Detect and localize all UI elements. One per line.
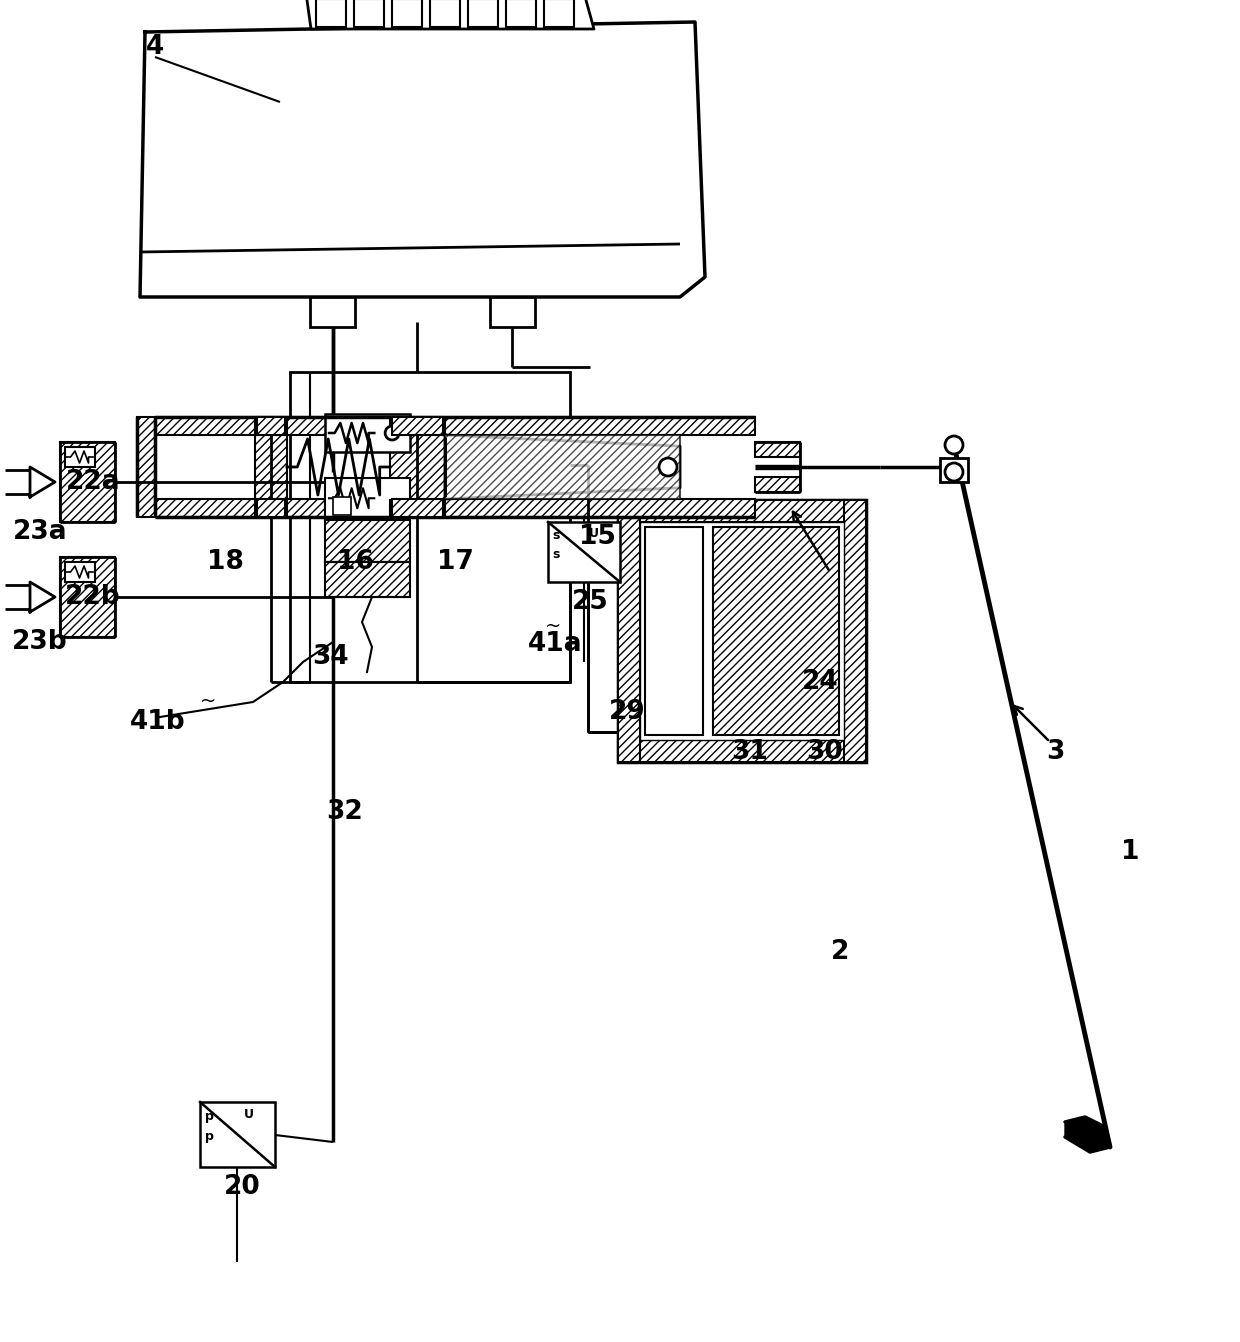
Text: 34: 34	[311, 644, 348, 670]
Bar	[490, 297, 534, 327]
Text: 31: 31	[732, 739, 769, 765]
Text: 23b: 23b	[12, 629, 68, 655]
Text: 4: 4	[146, 34, 164, 60]
Circle shape	[386, 425, 399, 440]
Polygon shape	[1065, 1117, 1110, 1151]
Bar	[325, 413, 410, 452]
Text: s: s	[552, 529, 559, 542]
Bar	[257, 499, 285, 517]
Bar	[64, 447, 95, 467]
Bar	[325, 519, 410, 562]
Text: ~: ~	[546, 617, 562, 636]
Polygon shape	[140, 21, 706, 297]
Bar	[844, 501, 866, 762]
Bar	[940, 458, 968, 482]
Text: 22a: 22a	[66, 468, 120, 495]
Text: p: p	[205, 1110, 213, 1123]
Bar	[618, 739, 866, 762]
Bar	[430, 0, 460, 27]
Bar	[353, 0, 384, 27]
Circle shape	[945, 463, 963, 480]
Text: p: p	[205, 1130, 213, 1142]
Bar	[467, 0, 498, 27]
Bar	[316, 0, 346, 27]
Text: 16: 16	[336, 549, 373, 574]
Text: 15: 15	[579, 523, 615, 550]
Bar	[506, 0, 536, 27]
Text: U: U	[589, 527, 599, 539]
Polygon shape	[445, 435, 680, 499]
Bar	[155, 499, 755, 517]
Bar	[60, 557, 115, 637]
Text: 22b: 22b	[66, 584, 120, 611]
Bar	[392, 499, 443, 517]
Text: 3: 3	[1045, 739, 1064, 765]
Polygon shape	[30, 582, 55, 612]
Text: 24: 24	[802, 670, 838, 695]
Bar	[618, 501, 866, 522]
Text: 1: 1	[1121, 839, 1140, 866]
Text: s: s	[552, 548, 559, 561]
Bar	[325, 478, 410, 519]
Circle shape	[945, 436, 963, 454]
Bar	[391, 435, 445, 499]
Bar	[290, 372, 570, 682]
Text: U: U	[243, 1108, 253, 1122]
Bar	[200, 1102, 275, 1168]
Bar	[640, 522, 844, 739]
Text: 41b: 41b	[130, 709, 186, 735]
Bar	[325, 562, 410, 597]
Text: 2: 2	[831, 939, 849, 965]
Bar	[334, 497, 351, 515]
Text: 41a: 41a	[528, 631, 583, 658]
Polygon shape	[30, 467, 55, 497]
Text: 32: 32	[326, 798, 363, 825]
Bar	[544, 0, 574, 27]
Bar	[392, 0, 422, 27]
Text: ~: ~	[200, 692, 216, 711]
Polygon shape	[306, 0, 594, 30]
Circle shape	[658, 458, 677, 476]
Text: 17: 17	[436, 549, 474, 574]
Bar	[445, 435, 680, 499]
Bar	[755, 442, 800, 458]
Bar	[130, 27, 701, 297]
Bar	[713, 527, 839, 735]
Bar	[645, 527, 703, 735]
Bar	[60, 442, 115, 522]
Bar	[618, 501, 640, 762]
Text: 23a: 23a	[12, 519, 67, 545]
Text: 29: 29	[609, 699, 645, 725]
Text: 20: 20	[223, 1174, 260, 1200]
Bar	[392, 417, 443, 435]
Bar	[64, 562, 95, 582]
Bar	[618, 501, 866, 762]
Bar	[136, 417, 155, 517]
Bar	[155, 417, 755, 435]
Bar	[257, 417, 285, 435]
Text: 25: 25	[572, 589, 609, 615]
Bar	[310, 297, 355, 327]
Bar	[755, 476, 800, 493]
Bar	[548, 522, 620, 582]
Text: 18: 18	[207, 549, 243, 574]
Bar	[255, 435, 286, 499]
Text: 30: 30	[807, 739, 843, 765]
